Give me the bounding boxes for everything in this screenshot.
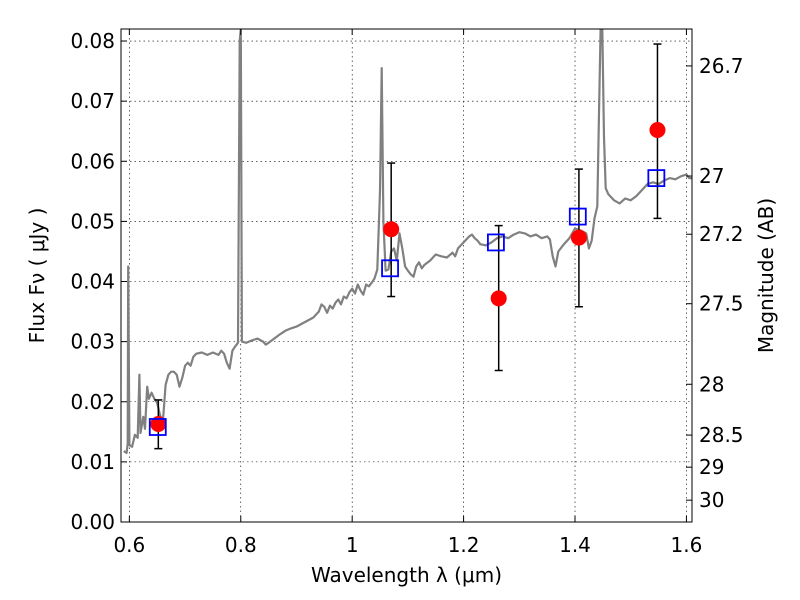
y-right-tick-label: 29 bbox=[699, 455, 724, 479]
y-tick-label: 0.05 bbox=[70, 209, 115, 233]
photometry-point bbox=[490, 290, 507, 307]
x-tick-label: 0.8 bbox=[225, 533, 257, 557]
y-tick-label: 0.08 bbox=[70, 29, 115, 53]
y-right-tick-label: 27.5 bbox=[699, 292, 744, 316]
x-tick-label: 1 bbox=[346, 533, 359, 557]
x-tick-label: 0.6 bbox=[113, 533, 145, 557]
x-axis-label: Wavelength λ (μm) bbox=[311, 563, 502, 587]
y-right-tick-label: 28 bbox=[699, 372, 724, 396]
model-point bbox=[381, 259, 399, 278]
y-tick-label: 0.04 bbox=[70, 270, 115, 294]
y-right-tick-label: 27 bbox=[699, 164, 724, 188]
model-point bbox=[487, 233, 505, 252]
x-tick-label: 1.4 bbox=[559, 533, 591, 557]
y-right-tick-label: 28.5 bbox=[699, 423, 744, 447]
y-tick-label: 0.06 bbox=[70, 149, 115, 173]
photometry-point bbox=[383, 221, 400, 238]
plot-frame bbox=[120, 28, 693, 523]
model-point bbox=[568, 207, 587, 226]
grid bbox=[121, 29, 692, 523]
axis-ticks: 0.6 0.8 1 1.2 1.4 1.6 0.00 0.01 0.02 0.03 0.04 0.05… bbox=[70, 29, 744, 557]
y-axis-right-label: Magnitude (AB) bbox=[754, 198, 778, 353]
photometry-point bbox=[649, 122, 666, 139]
plot-area bbox=[123, 29, 692, 454]
spectrum-line bbox=[123, 29, 692, 454]
x-tick-label: 1.2 bbox=[448, 533, 480, 557]
photometry-point bbox=[570, 229, 587, 246]
y-tick-label: 0.02 bbox=[70, 390, 115, 414]
y-tick-label: 0.03 bbox=[70, 330, 115, 354]
y-right-tick-label: 26.7 bbox=[699, 54, 744, 78]
y-axis-label: Flux Fν ( μJy ) bbox=[25, 208, 49, 344]
y-right-tick-label: 30 bbox=[699, 488, 724, 512]
model-point bbox=[148, 418, 167, 436]
model-point bbox=[647, 169, 666, 188]
x-tick-label: 1.6 bbox=[671, 533, 703, 557]
y-tick-label: 0.07 bbox=[70, 89, 115, 113]
y-tick-label: 0.00 bbox=[70, 510, 115, 534]
y-right-tick-label: 27.2 bbox=[699, 222, 744, 246]
y-tick-label: 0.01 bbox=[70, 450, 115, 474]
